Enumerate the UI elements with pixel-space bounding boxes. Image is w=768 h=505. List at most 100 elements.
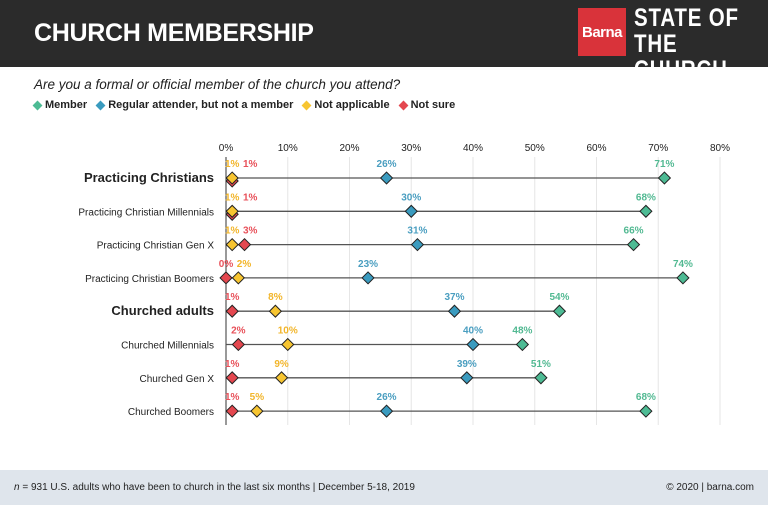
value-label-na: 10% (278, 326, 298, 337)
marker-na (281, 337, 295, 352)
marker-na (225, 171, 239, 185)
state-of-the-church-logo: STATE OF THE CHURCH (634, 5, 744, 83)
value-label-na: 2% (237, 259, 252, 270)
value-label-na: 1% (225, 159, 240, 170)
marker-notsure (231, 337, 245, 352)
legend: Member Regular attender, but not a member… (32, 99, 456, 111)
value-label-notsure: 0% (219, 259, 234, 270)
legend-label: Member (45, 99, 88, 111)
value-label-member: 48% (512, 326, 532, 337)
value-label-notsure: 2% (231, 326, 246, 337)
x-tick-label: 40% (463, 143, 483, 154)
marker-na (250, 404, 264, 418)
marker-attender (361, 271, 375, 285)
x-tick-label: 0% (219, 143, 234, 154)
legend-item-na: Not applicable (301, 99, 390, 111)
value-label-notsure: 1% (225, 392, 240, 403)
x-tick-label: 20% (339, 143, 359, 154)
value-label-member: 68% (636, 392, 656, 403)
marker-attender (379, 404, 394, 418)
marker-notsure (225, 404, 239, 418)
value-label-na: 1% (225, 192, 240, 203)
value-label-member: 71% (654, 159, 674, 170)
row-label: Churched adults (111, 303, 214, 318)
marker-na (225, 237, 239, 252)
row-label: Practicing Christians (84, 170, 214, 185)
row-label: Churched Millennials (121, 341, 214, 352)
copyright: © 2020 | barna.com (666, 482, 754, 493)
x-tick-label: 60% (586, 143, 606, 154)
survey-question: Are you a formal or official member of t… (34, 77, 401, 92)
value-label-member: 68% (636, 192, 656, 203)
barna-logo: Barna (578, 8, 626, 56)
logo-line-1: STATE OF (634, 4, 739, 32)
marker-member (657, 171, 672, 185)
value-label-na: 9% (274, 359, 289, 370)
value-label-attender: 26% (377, 392, 397, 403)
x-tick-label: 50% (525, 143, 545, 154)
marker-member (552, 304, 567, 318)
footer: n = 931 U.S. adults who have been to chu… (0, 470, 768, 505)
marker-na (231, 271, 245, 285)
marker-na (225, 204, 239, 218)
value-label-notsure: 1% (225, 292, 240, 303)
marker-notsure (225, 304, 239, 318)
marker-attender (379, 171, 394, 185)
value-label-attender: 31% (407, 226, 427, 237)
legend-label: Regular attender, but not a member (108, 99, 294, 111)
sample-note-text: = 931 U.S. adults who have been to churc… (19, 482, 415, 493)
marker-attender (447, 304, 462, 318)
value-label-member: 66% (624, 226, 644, 237)
legend-label: Not sure (410, 99, 456, 111)
legend-item-attender: Regular attender, but not a member (95, 99, 294, 111)
row-label: Practicing Christian Gen X (97, 241, 215, 252)
x-tick-label: 70% (648, 143, 668, 154)
value-label-attender: 26% (377, 159, 397, 170)
marker-member (676, 271, 690, 285)
n-symbol: n (14, 482, 20, 493)
marker-na (268, 304, 283, 318)
value-label-attender: 37% (444, 292, 464, 303)
legend-item-member: Member (32, 99, 88, 111)
marker-notsure (237, 237, 252, 252)
marker-member (639, 404, 653, 418)
value-label-attender: 23% (358, 259, 378, 270)
marker-member (515, 337, 530, 352)
row-label: Practicing Christian Boomers (85, 274, 214, 285)
x-tick-label: 30% (401, 143, 421, 154)
value-label-member: 54% (549, 292, 569, 303)
value-label-notsure: 3% (243, 226, 258, 237)
legend-item-notsure: Not sure (398, 99, 456, 111)
value-label-member: 74% (673, 259, 693, 270)
marker-notsure (219, 271, 233, 285)
legend-label: Not applicable (314, 99, 390, 111)
value-label-na: 1% (225, 226, 240, 237)
marker-attender (466, 337, 480, 352)
value-label-na: 5% (250, 392, 265, 403)
logo-line-2: THE CHURCH (634, 30, 728, 84)
row-label: Churched Gen X (140, 374, 215, 385)
value-label-attender: 40% (463, 326, 483, 337)
row-label: Churched Boomers (128, 407, 214, 418)
marker-member (626, 237, 641, 252)
marker-attender (460, 371, 474, 385)
marker-member (639, 204, 653, 218)
marker-attender (410, 237, 425, 252)
dot-plot-chart: 0% 10% 20% 30% 40% 50% 60% 70% 80% Practicing Chr… (78, 143, 730, 425)
page-title: CHURCH MEMBERSHIP (34, 19, 314, 47)
value-label-notsure: 1% (243, 192, 258, 203)
marker-member (534, 371, 548, 385)
marker-attender (404, 204, 418, 218)
row-label: Practicing Christian Millennials (78, 207, 214, 218)
value-label-attender: 30% (401, 192, 421, 203)
header-bar: CHURCH MEMBERSHIP Barna STATE OF THE CHU… (0, 0, 768, 83)
x-tick-label: 80% (710, 143, 730, 154)
value-label-notsure: 1% (225, 359, 240, 370)
value-label-notsure: 1% (243, 159, 258, 170)
marker-notsure (225, 371, 239, 385)
sample-note: n = 931 U.S. adults who have been to chu… (14, 482, 415, 493)
value-label-member: 51% (531, 359, 551, 370)
value-label-attender: 39% (457, 359, 477, 370)
x-tick-label: 10% (278, 143, 298, 154)
value-label-na: 8% (268, 292, 283, 303)
